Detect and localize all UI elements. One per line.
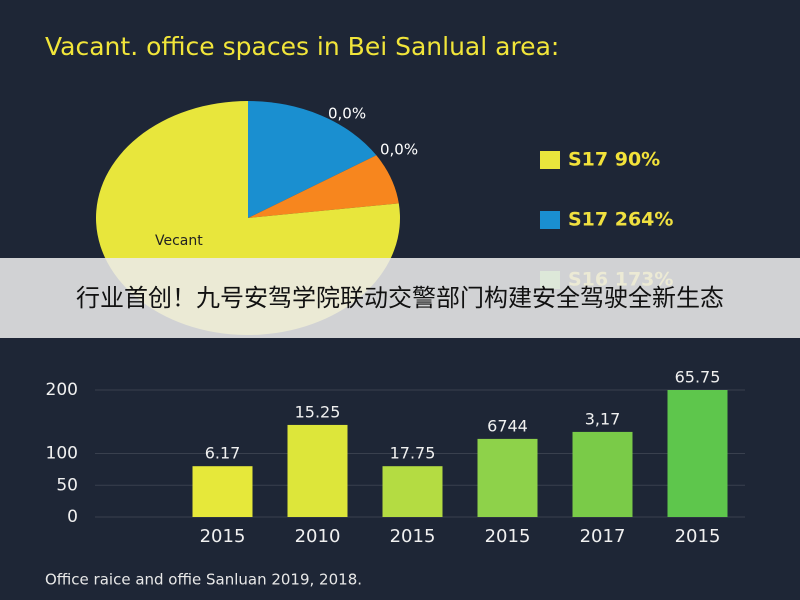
bar: [192, 466, 253, 517]
bar-chart: 0 50 100 200 6.17 2015 15.25 2010 17.75 2015 6744 2…: [45, 368, 745, 589]
bar-annotation: 6.17: [205, 444, 241, 463]
bar-annotation: 15.25: [295, 402, 341, 421]
bar-annotation: 6744: [487, 416, 528, 435]
bar: [287, 424, 348, 517]
x-tick-label: 2017: [580, 526, 626, 547]
bar-annotation: 3,17: [585, 409, 621, 428]
y-tick-label: 0: [67, 507, 78, 527]
bar: [382, 466, 443, 517]
annotation: 0,0%: [380, 141, 418, 159]
bar: [572, 431, 633, 517]
pie-slice: [248, 101, 377, 218]
y-tick-label: 50: [56, 475, 78, 495]
chart-title: Vacant. office spaces in Bei Sanlual are…: [45, 32, 559, 61]
bar: [477, 438, 538, 517]
legend-swatch: [540, 151, 560, 169]
legend-label: S17 264%: [568, 209, 673, 231]
banner-text: 行业首创！九号安驾学院联动交警部门构建安全驾驶全新生态: [76, 284, 724, 312]
x-tick-label: 2015: [200, 526, 246, 547]
pie-slice: [248, 155, 399, 218]
legend-label: S17 90%: [568, 149, 660, 171]
annotation: 0,0%: [328, 105, 366, 123]
y-tick-label: 200: [46, 380, 78, 400]
caption: Office raice and offie Sanluan 2019, 201…: [45, 571, 362, 589]
banner-bg: [0, 258, 800, 338]
bar: [667, 390, 728, 517]
legend-swatch: [540, 211, 560, 229]
bar-annotation: 65.75: [675, 368, 721, 387]
x-tick-label: 2010: [295, 526, 341, 547]
x-tick-label: 2015: [485, 526, 531, 547]
x-tick-label: 2015: [390, 526, 436, 547]
slice-label: Vecant: [155, 233, 203, 249]
x-tick-label: 2015: [675, 526, 721, 547]
bar-annotation: 17.75: [390, 444, 436, 463]
y-tick-label: 100: [46, 444, 78, 464]
